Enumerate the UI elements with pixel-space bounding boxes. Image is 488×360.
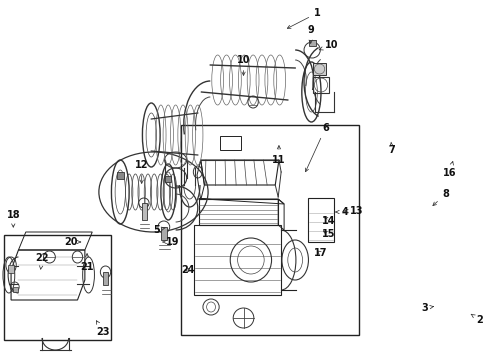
Text: 21: 21: [80, 254, 94, 272]
Text: 11: 11: [272, 146, 285, 165]
Text: 9: 9: [306, 25, 313, 43]
Bar: [312, 63, 325, 75]
Text: 1: 1: [287, 8, 320, 28]
Text: 5: 5: [153, 225, 165, 235]
Bar: [8, 265, 14, 273]
Text: 13: 13: [344, 206, 363, 216]
Bar: [164, 176, 171, 182]
Text: 15: 15: [322, 229, 335, 239]
Text: 19: 19: [163, 237, 179, 247]
Bar: [308, 40, 315, 46]
Text: 7: 7: [387, 142, 394, 155]
Bar: [220, 136, 240, 150]
Bar: [161, 227, 166, 240]
Text: 6: 6: [305, 123, 328, 172]
Text: 16: 16: [442, 162, 455, 178]
Bar: [194, 225, 281, 295]
Bar: [181, 125, 359, 335]
Bar: [116, 172, 124, 179]
Text: 18: 18: [6, 210, 20, 227]
Text: 3: 3: [420, 303, 432, 313]
Bar: [103, 272, 108, 285]
Text: 23: 23: [96, 321, 110, 337]
Text: 20: 20: [64, 237, 81, 247]
Bar: [142, 203, 146, 220]
Bar: [198, 199, 278, 225]
Bar: [312, 77, 328, 93]
Text: 22: 22: [35, 253, 49, 269]
Bar: [13, 287, 18, 292]
Text: 12: 12: [135, 160, 148, 183]
Text: 10: 10: [236, 55, 250, 75]
Text: 2: 2: [470, 314, 482, 325]
Text: 4: 4: [335, 207, 348, 217]
Text: 24: 24: [181, 265, 195, 275]
Bar: [4, 235, 110, 340]
Text: 10: 10: [319, 40, 337, 50]
Bar: [308, 198, 333, 242]
Text: 17: 17: [313, 248, 326, 258]
Text: 14: 14: [322, 216, 335, 226]
Text: 8: 8: [432, 189, 448, 206]
